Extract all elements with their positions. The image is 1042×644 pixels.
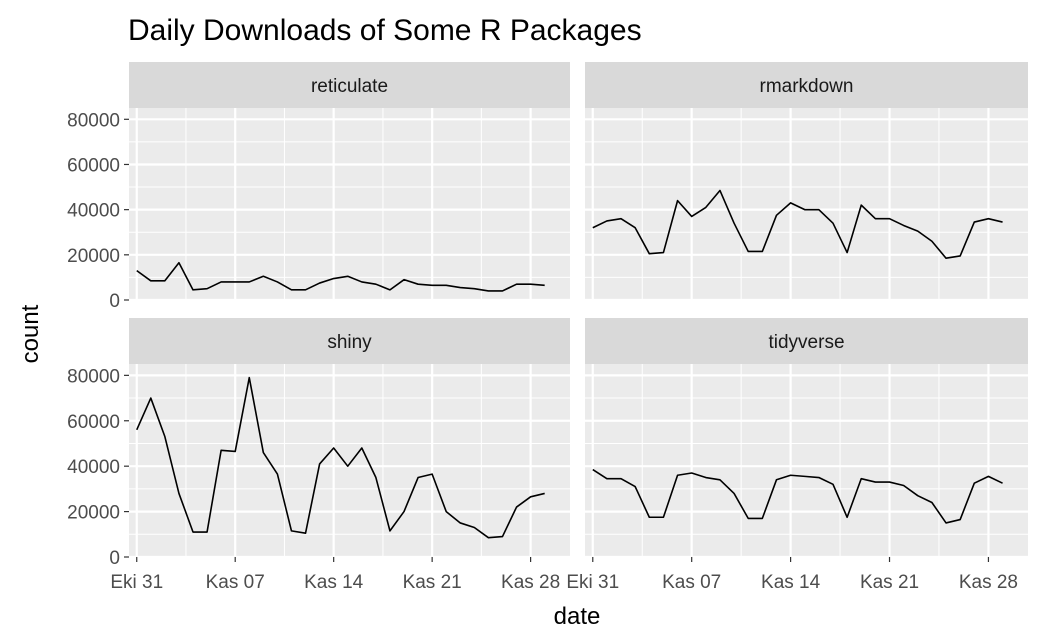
x-tick-label: Eki 31 [566,572,619,593]
x-axis-label: date [554,603,601,630]
y-tick-label: 80000 [67,366,120,387]
y-tick-label: 80000 [67,110,120,131]
y-tick-label: 40000 [67,457,120,478]
x-tick-label: Kas 21 [403,572,462,593]
facet-strip-label: rmarkdown [760,76,854,97]
facet-strip [129,62,570,108]
x-tick-label: Kas 07 [206,572,265,593]
series-line-rmarkdown [592,189,1003,260]
x-tick-label: Kas 07 [662,572,721,593]
facet-strip-label: shiny [327,332,372,353]
x-tick-label: Kas 14 [761,572,821,593]
panel-background [129,364,570,557]
y-tick-label: 0 [109,548,120,569]
x-tick-label: Kas 28 [501,572,560,593]
facet-panels: reticulate 0 20000 40000 60000 80000 rmarkdown… [67,62,1028,593]
x-tick-label: Kas 28 [959,572,1018,593]
series-line-shiny [136,376,545,539]
facet-strip-label: tidyverse [768,332,844,353]
y-tick-label: 0 [109,291,120,312]
facet-panel-shiny: shiny 0 20000 40000 60000 80000 Eki 31 Kas 07 Ka… [67,318,570,593]
y-axis-label: count [17,304,44,363]
y-tick-label: 20000 [67,246,120,267]
x-tick-label: Kas 21 [860,572,919,593]
x-tick-label: Eki 31 [110,572,163,593]
facet-strip-label: reticulate [311,76,388,97]
panel-background [129,108,570,300]
facet-strip [585,62,1028,108]
series-line-reticulate [136,261,545,292]
y-tick-label: 40000 [67,201,120,222]
facet-panel-tidyverse: tidyverse Eki 31 Kas 07 Kas 14 Kas 21 Kas 28 [566,318,1028,593]
y-tick-label: 60000 [67,412,120,433]
x-tick-label: Kas 14 [304,572,364,593]
facet-panel-rmarkdown: rmarkdown [585,62,1028,302]
panel-background [585,364,1028,557]
chart-title: Daily Downloads of Some R Packages [128,14,642,47]
y-tick-label: 60000 [67,155,120,176]
facet-strip [129,318,570,364]
facet-panel-reticulate: reticulate 0 20000 40000 60000 80000 [67,62,570,312]
series-line-tidyverse [592,468,1003,524]
y-tick-label: 20000 [67,503,120,524]
panel-background [585,108,1028,300]
facet-strip [585,318,1028,364]
